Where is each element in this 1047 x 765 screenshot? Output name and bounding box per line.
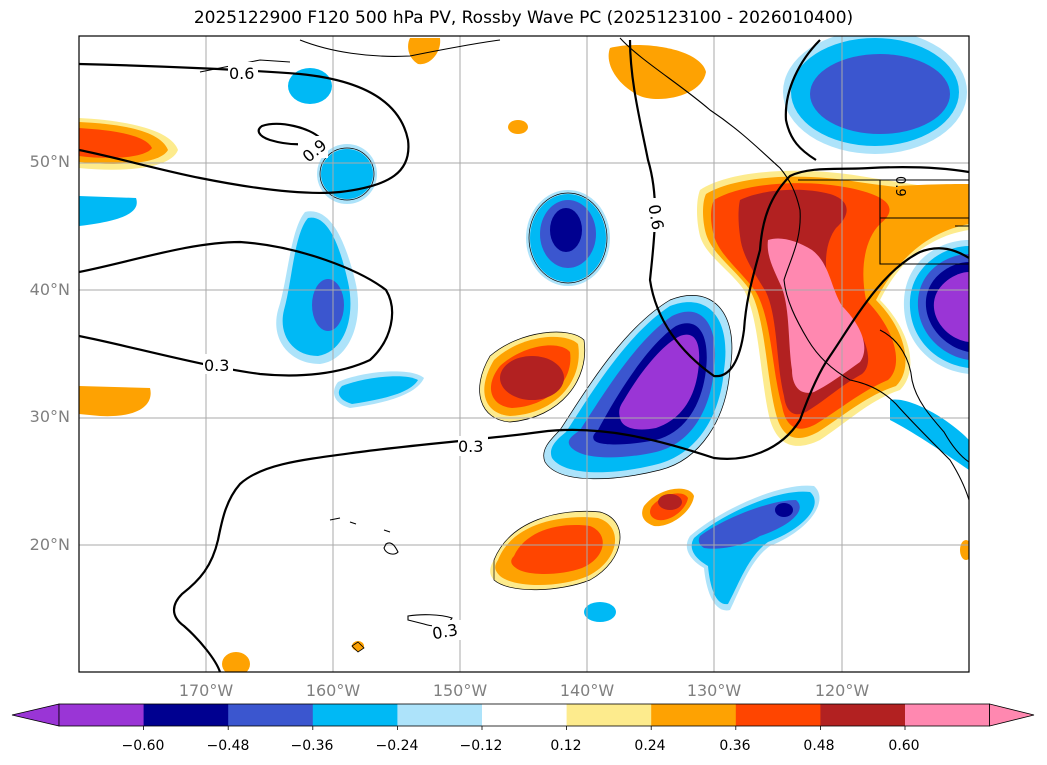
colorbar-segment bbox=[312, 704, 398, 726]
shading-outlines bbox=[319, 147, 733, 591]
contour-label: 0.3 bbox=[204, 356, 229, 375]
positive-anomaly-145w-33n bbox=[479, 332, 585, 422]
negative-anomaly-alaska bbox=[783, 36, 967, 154]
colorbar-segment bbox=[482, 704, 568, 726]
contour-label: 0.9 bbox=[892, 176, 907, 197]
longitude-label: 140°W bbox=[559, 681, 615, 700]
positive-anomaly-west bbox=[79, 118, 178, 170]
colorbar-tick-label: 0.60 bbox=[888, 738, 920, 754]
colorbar-frame bbox=[58, 703, 990, 727]
longitude-label: 130°W bbox=[686, 681, 742, 700]
colorbar-tick-label: −0.36 bbox=[290, 738, 334, 754]
colorbar-segment bbox=[735, 704, 821, 726]
colorbar-tick-label: 0.12 bbox=[550, 738, 582, 754]
positive-anomaly-145w-20n bbox=[490, 511, 621, 590]
colorbar-tick-label: −0.12 bbox=[459, 738, 503, 754]
contour-label: 0.6 bbox=[229, 64, 254, 83]
contour-label: 0.6 bbox=[644, 203, 667, 231]
colorbar-tick-label: 0.24 bbox=[634, 738, 666, 754]
colorbar-segment bbox=[651, 704, 737, 726]
latitude-label: 40°N bbox=[29, 280, 70, 299]
colorbar-segment bbox=[143, 704, 229, 726]
coastlines bbox=[199, 37, 969, 627]
colorbar-segment bbox=[59, 704, 145, 726]
contour-label: 0.3 bbox=[458, 437, 483, 456]
longitude-label: 120°W bbox=[814, 681, 870, 700]
anomaly-shading: 0.6 0.9 0.3 0.3 0.6 0.3 0.9 bbox=[79, 36, 969, 672]
plot-frame bbox=[78, 35, 970, 673]
latitude-label: 20°N bbox=[29, 535, 70, 554]
latitude-label: 50°N bbox=[29, 152, 70, 171]
positive-anomaly-137w-23n bbox=[642, 488, 694, 527]
colorbar-tick-label: 0.48 bbox=[803, 738, 835, 754]
colorbar-tick-label: −0.48 bbox=[206, 738, 250, 754]
negative-anomaly-145w bbox=[526, 190, 610, 286]
negative-anomaly-128w-20n bbox=[686, 485, 820, 611]
longitude-label: 170°W bbox=[178, 681, 234, 700]
longitude-label: 160°W bbox=[305, 681, 361, 700]
colorbar-tick-label: 0.36 bbox=[719, 738, 751, 754]
positive-anomaly-west-coast bbox=[697, 170, 969, 446]
colorbar-tick-label: −0.24 bbox=[375, 738, 419, 754]
colorbar-tick-label: −0.60 bbox=[121, 738, 165, 754]
latitude-label: 30°N bbox=[29, 407, 70, 426]
contour-label: 0.3 bbox=[431, 620, 459, 643]
map-title: 2025122900 F120 500 hPa PV, Rossby Wave … bbox=[193, 8, 854, 28]
colorbar-segment bbox=[228, 704, 314, 726]
colorbar-extend-low bbox=[11, 703, 60, 727]
longitude-label: 150°W bbox=[432, 681, 488, 700]
colorbar bbox=[11, 703, 1035, 730]
colorbar-segment bbox=[905, 704, 991, 726]
negative-anomaly-east-edge bbox=[903, 240, 969, 374]
colorbar-segment bbox=[820, 704, 906, 726]
colorbar-segment bbox=[566, 704, 652, 726]
colorbar-extend-high bbox=[989, 703, 1035, 727]
colorbar-segment bbox=[397, 704, 483, 726]
